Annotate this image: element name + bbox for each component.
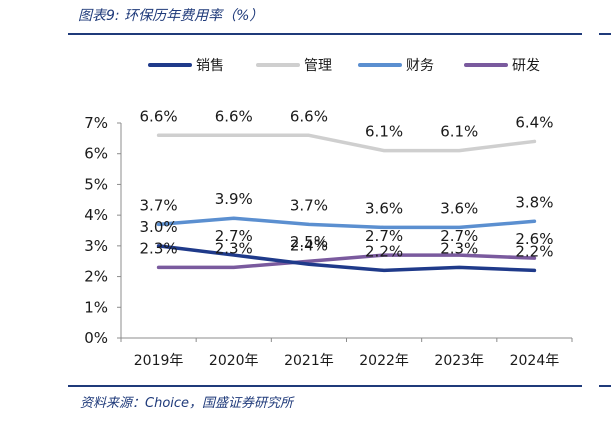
data-label: 6.6% — [140, 107, 178, 125]
y-tick-label: 2% — [84, 268, 108, 286]
top-rule — [68, 33, 582, 35]
data-label: 3.0% — [140, 218, 178, 236]
data-label: 3.6% — [440, 199, 478, 217]
x-tick-label: 2020年 — [209, 353, 259, 369]
series-line-财务 — [156, 216, 537, 230]
data-label: 2.4% — [290, 236, 328, 254]
data-label: 2.5% — [290, 233, 328, 251]
data-label: 2.2% — [515, 242, 553, 260]
data-label: 2.3% — [440, 239, 478, 257]
chart-data-labels: 3.0% 2.7% 2.4% 2.2% 2.3% 2.2% 6.6% 6.6% 6.6% 6.1%… — [140, 107, 554, 260]
data-label: 6.4% — [515, 113, 553, 131]
data-label: 3.9% — [215, 190, 253, 208]
x-tick-label: 2021年 — [284, 353, 334, 369]
x-tick-label: 2024年 — [510, 353, 560, 369]
data-label: 3.8% — [515, 193, 553, 211]
data-label: 3.7% — [140, 196, 178, 214]
legend-label: 财务 — [406, 58, 434, 74]
x-tick-label: 2022年 — [359, 353, 409, 369]
x-tick-label: 2019年 — [134, 353, 184, 369]
y-tick-label: 5% — [84, 175, 108, 193]
bottom-rule-tail — [599, 385, 611, 387]
data-label: 2.3% — [140, 239, 178, 257]
data-label: 6.6% — [290, 107, 328, 125]
y-tick-label: 0% — [84, 329, 108, 347]
legend-label: 研发 — [512, 58, 540, 74]
y-tick-label: 1% — [84, 298, 108, 316]
bottom-rule — [68, 385, 582, 387]
data-label: 6.1% — [365, 123, 403, 141]
data-label: 2.3% — [215, 239, 253, 257]
source-note: 资料来源：Choice，国盛证券研究所 — [80, 396, 294, 411]
data-label: 2.2% — [365, 242, 403, 260]
top-rule-tail — [599, 33, 611, 35]
x-tick-label: 2023年 — [434, 353, 484, 369]
series-line-管理 — [156, 133, 537, 153]
series-line-研发 — [156, 253, 537, 270]
data-label: 3.6% — [365, 199, 403, 217]
y-tick-label: 7% — [84, 114, 108, 132]
figure-title: 图表9: 环保历年费用率（%） — [78, 8, 264, 24]
y-tick-label: 6% — [84, 145, 108, 163]
legend-label: 销售 — [196, 58, 224, 74]
data-label: 3.7% — [290, 196, 328, 214]
y-tick-label: 4% — [84, 206, 108, 224]
data-label: 6.1% — [440, 123, 478, 141]
y-tick-label: 3% — [84, 237, 108, 255]
legend-label: 管理 — [304, 58, 332, 74]
chart-legend: 销售 管理 财务 研发 — [148, 58, 540, 74]
data-label: 2.7% — [365, 227, 403, 245]
data-label: 2.6% — [515, 230, 553, 248]
data-label: 2.7% — [440, 227, 478, 245]
chart-series — [156, 133, 537, 273]
data-label: 2.7% — [215, 227, 253, 245]
data-label: 6.6% — [215, 107, 253, 125]
chart-axes: 0% 1% 2% 3% 4% 5% 6% 7% 2019年 2020年 2021年 2022年 2023… — [84, 114, 573, 369]
series-line-销售 — [156, 244, 537, 273]
